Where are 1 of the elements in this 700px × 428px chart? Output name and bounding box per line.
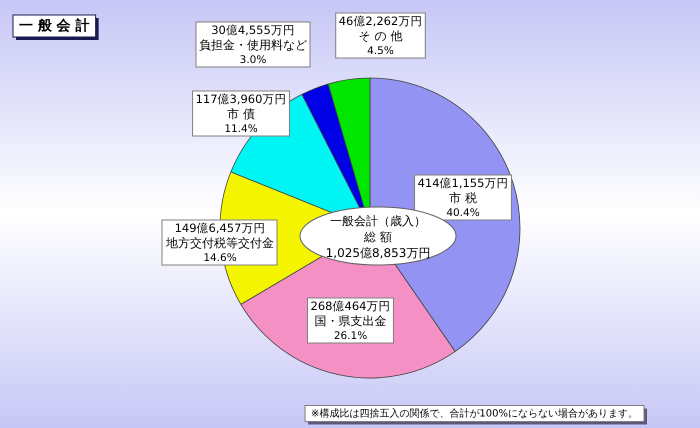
title: 一 般 会 計 [19,18,90,34]
